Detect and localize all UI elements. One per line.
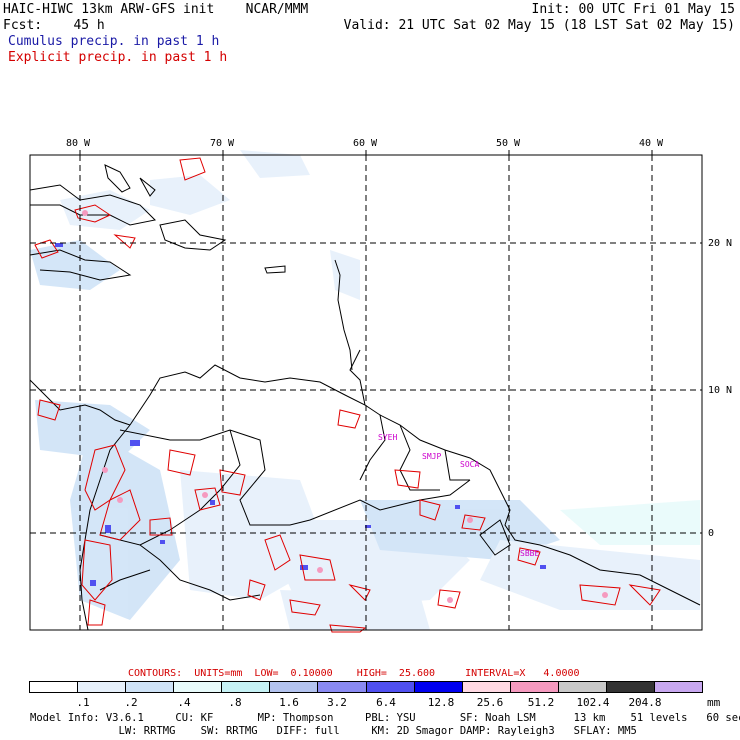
colorbar-tick: 12.8 (427, 696, 455, 709)
lon-label-50w: 50 W (496, 138, 521, 149)
lon-label-60w: 60 W (353, 138, 378, 149)
colorbar-tick: 6.4 (376, 696, 396, 709)
forecast-hour: Fcst: 45 h (3, 18, 105, 33)
colorbar-swatch (510, 682, 559, 692)
place-label-sbbe: SBBE (520, 549, 539, 558)
lat-label-0: 0 (708, 528, 715, 539)
colorbar (29, 681, 703, 693)
cumulus-precip-field (30, 150, 700, 630)
colorbar-tick: 1.6 (279, 696, 299, 709)
place-label-syeh: SYEH (378, 433, 397, 442)
lat-lon-grid (30, 155, 702, 630)
colorbar-swatch (558, 682, 607, 692)
colorbar-swatch (174, 682, 223, 692)
colorbar-swatch (318, 682, 367, 692)
colorbar-swatch (30, 682, 79, 692)
place-labels: SYEH SMJP SOCA SBBE (378, 433, 539, 558)
coastlines (29, 164, 701, 631)
colorbar-tick: .8 (228, 696, 242, 709)
colorbar-tick: .4 (177, 696, 191, 709)
colorbar-tick: 51.2 (527, 696, 555, 709)
explicit-legend: Explicit precip. in past 1 h (8, 50, 228, 65)
valid-time: Valid: 21 UTC Sat 02 May 15 (18 LST Sat … (343, 18, 735, 33)
contour-info: CONTOURS: UNITS=mm LOW= 0.10000 HIGH= 25… (128, 668, 580, 679)
colorbar-tick: 3.2 (327, 696, 347, 709)
lon-label-70w: 70 W (210, 138, 235, 149)
place-label-soca: SOCA (460, 460, 479, 469)
colorbar-swatch (366, 682, 415, 692)
colorbar-unit: mm (707, 696, 721, 709)
colorbar-tick: 102.4 (576, 696, 610, 709)
model-info-line2: LW: RRTMG SW: RRTMG DIFF: full KM: 2D Sm… (30, 725, 637, 737)
colorbar-swatch (462, 682, 511, 692)
colorbar-tick: .2 (124, 696, 138, 709)
colorbar-swatch (270, 682, 319, 692)
colorbar-tick: 25.6 (476, 696, 504, 709)
cumulus-precip-strong (55, 243, 546, 586)
lon-label-80w: 80 W (66, 138, 91, 149)
colorbar-tick: 204.8 (628, 696, 662, 709)
init-time: Init: 00 UTC Fri 01 May 15 (531, 2, 736, 17)
lat-label-20n: 20 N (708, 238, 733, 249)
lat-label-10n: 10 N (708, 385, 733, 396)
colorbar-swatch (126, 682, 175, 692)
model-info-line1: Model Info: V3.6.1 CU: KF MP: Thompson P… (30, 712, 740, 724)
plot-title: HAIC-HIWC 13km ARW-GFS init NCAR/MMM (3, 2, 309, 17)
colorbar-swatch (222, 682, 271, 692)
explicit-precip-contours (34, 157, 661, 633)
colorbar-tick: .1 (76, 696, 90, 709)
place-label-smjp: SMJP (422, 452, 441, 461)
lon-label-40w: 40 W (639, 138, 664, 149)
map-frame (29, 154, 703, 631)
colorbar-swatch (78, 682, 127, 692)
colorbar-swatch (655, 682, 703, 692)
colorbar-swatch (606, 682, 656, 692)
explicit-precip-heavy (82, 210, 608, 603)
cumulus-legend: Cumulus precip. in past 1 h (8, 34, 220, 49)
colorbar-swatch (414, 682, 463, 692)
